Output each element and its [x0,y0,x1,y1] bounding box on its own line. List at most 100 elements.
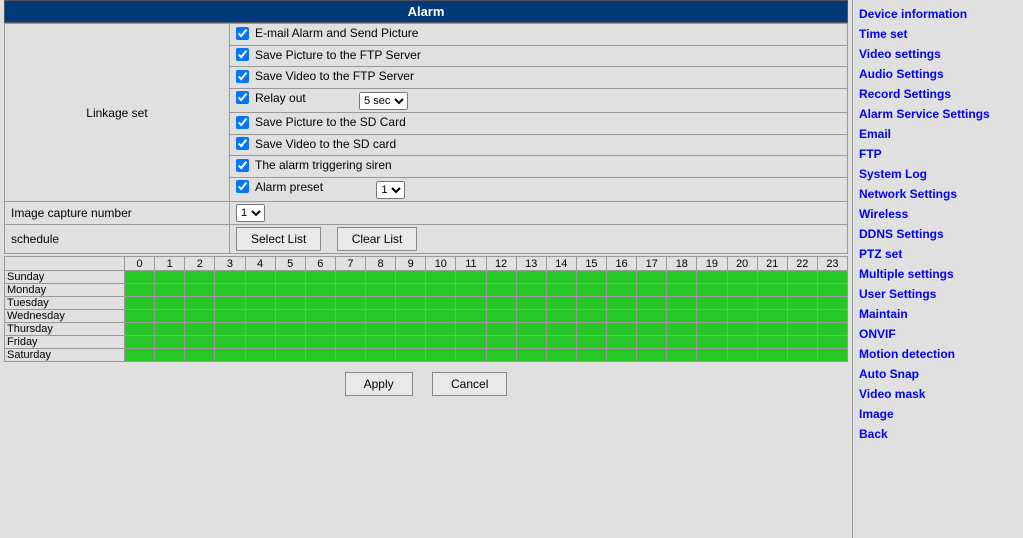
schedule-cell[interactable] [637,323,667,336]
save-vid-ftp-checkbox[interactable] [236,70,249,83]
schedule-cell[interactable] [516,271,546,284]
schedule-cell[interactable] [155,284,185,297]
schedule-cell[interactable] [727,323,757,336]
schedule-cell[interactable] [426,271,456,284]
schedule-cell[interactable] [426,323,456,336]
schedule-cell[interactable] [486,271,516,284]
schedule-cell[interactable] [215,271,245,284]
save-vid-sd-checkbox[interactable] [236,137,249,150]
schedule-cell[interactable] [305,336,335,349]
schedule-cell[interactable] [576,271,606,284]
schedule-cell[interactable] [245,349,275,362]
sidebar-item[interactable]: DDNS Settings [859,224,1017,244]
schedule-cell[interactable] [757,336,787,349]
clear-list-button[interactable]: Clear List [337,227,418,251]
schedule-cell[interactable] [516,349,546,362]
schedule-cell[interactable] [817,310,847,323]
schedule-cell[interactable] [215,336,245,349]
schedule-cell[interactable] [607,336,637,349]
schedule-cell[interactable] [667,349,697,362]
save-pic-sd-checkbox[interactable] [236,116,249,129]
schedule-cell[interactable] [516,297,546,310]
schedule-cell[interactable] [155,349,185,362]
alarm-preset-row[interactable]: Alarm preset [236,180,323,194]
save-vid-sd-row[interactable]: Save Video to the SD card [236,137,396,151]
schedule-cell[interactable] [546,284,576,297]
schedule-cell[interactable] [817,297,847,310]
schedule-cell[interactable] [396,310,426,323]
schedule-cell[interactable] [185,284,215,297]
schedule-cell[interactable] [546,323,576,336]
schedule-cell[interactable] [486,336,516,349]
schedule-cell[interactable] [637,297,667,310]
schedule-cell[interactable] [697,284,727,297]
schedule-cell[interactable] [245,297,275,310]
schedule-cell[interactable] [576,297,606,310]
schedule-cell[interactable] [607,349,637,362]
schedule-cell[interactable] [125,297,155,310]
schedule-cell[interactable] [787,271,817,284]
schedule-cell[interactable] [727,349,757,362]
schedule-cell[interactable] [335,336,365,349]
schedule-cell[interactable] [215,310,245,323]
sidebar-item[interactable]: Maintain [859,304,1017,324]
schedule-cell[interactable] [215,297,245,310]
schedule-cell[interactable] [757,310,787,323]
schedule-cell[interactable] [516,284,546,297]
alarm-preset-checkbox[interactable] [236,180,249,193]
sidebar-item[interactable]: Image [859,404,1017,424]
schedule-cell[interactable] [456,271,486,284]
schedule-cell[interactable] [185,323,215,336]
schedule-cell[interactable] [305,271,335,284]
relay-out-checkbox[interactable] [236,91,249,104]
schedule-cell[interactable] [426,310,456,323]
schedule-cell[interactable] [245,336,275,349]
schedule-cell[interactable] [275,271,305,284]
schedule-cell[interactable] [486,349,516,362]
schedule-cell[interactable] [245,284,275,297]
schedule-cell[interactable] [456,297,486,310]
schedule-cell[interactable] [486,284,516,297]
schedule-cell[interactable] [727,310,757,323]
schedule-cell[interactable] [305,323,335,336]
schedule-cell[interactable] [456,310,486,323]
sidebar-item[interactable]: Record Settings [859,84,1017,104]
schedule-cell[interactable] [486,310,516,323]
schedule-cell[interactable] [366,297,396,310]
sidebar-item[interactable]: ONVIF [859,324,1017,344]
schedule-cell[interactable] [727,284,757,297]
schedule-cell[interactable] [426,284,456,297]
schedule-cell[interactable] [335,297,365,310]
schedule-cell[interactable] [185,310,215,323]
schedule-cell[interactable] [667,310,697,323]
schedule-cell[interactable] [456,349,486,362]
select-list-button[interactable]: Select List [236,227,321,251]
schedule-cell[interactable] [757,284,787,297]
sidebar-item[interactable]: PTZ set [859,244,1017,264]
schedule-cell[interactable] [607,284,637,297]
schedule-cell[interactable] [335,349,365,362]
email-alarm-checkbox[interactable] [236,27,249,40]
schedule-cell[interactable] [697,349,727,362]
schedule-cell[interactable] [366,336,396,349]
schedule-cell[interactable] [697,336,727,349]
schedule-cell[interactable] [637,271,667,284]
schedule-cell[interactable] [516,336,546,349]
schedule-cell[interactable] [215,284,245,297]
schedule-cell[interactable] [245,310,275,323]
schedule-cell[interactable] [396,336,426,349]
schedule-cell[interactable] [546,271,576,284]
image-capture-select[interactable]: 1 [236,204,265,222]
schedule-cell[interactable] [516,323,546,336]
schedule-cell[interactable] [546,349,576,362]
schedule-cell[interactable] [546,310,576,323]
schedule-cell[interactable] [697,323,727,336]
schedule-cell[interactable] [637,349,667,362]
schedule-cell[interactable] [817,336,847,349]
sidebar-item[interactable]: Video settings [859,44,1017,64]
schedule-cell[interactable] [426,297,456,310]
schedule-cell[interactable] [697,271,727,284]
schedule-cell[interactable] [757,297,787,310]
schedule-cell[interactable] [787,284,817,297]
schedule-cell[interactable] [426,349,456,362]
